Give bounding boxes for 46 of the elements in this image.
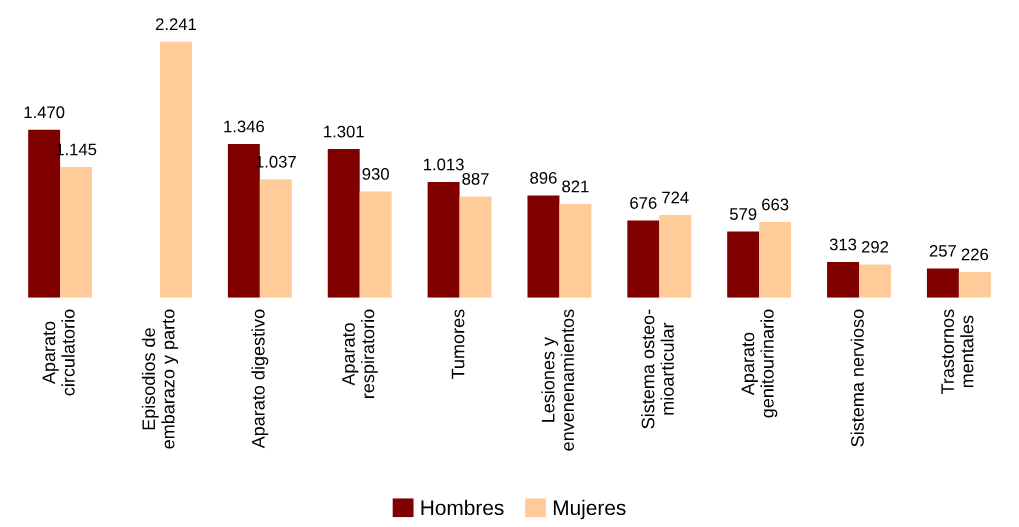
data-label: 887 bbox=[462, 172, 489, 185]
bar bbox=[527, 195, 560, 298]
data-label: 257 bbox=[929, 244, 956, 257]
bar bbox=[727, 231, 760, 298]
bar bbox=[659, 215, 692, 298]
data-label: 821 bbox=[562, 180, 589, 193]
bar bbox=[859, 264, 891, 298]
data-label: 676 bbox=[630, 197, 657, 209]
x-tick-label: Trastornos mentales bbox=[941, 309, 974, 395]
data-label: 1.301 bbox=[324, 125, 364, 138]
bar bbox=[926, 268, 959, 298]
data-label: 724 bbox=[662, 191, 689, 204]
bar bbox=[627, 220, 660, 298]
data-label: 1.470 bbox=[24, 106, 65, 119]
legend-label: Hombres bbox=[421, 499, 504, 516]
x-tick-label: Aparato digestivo bbox=[251, 309, 269, 449]
data-label: 663 bbox=[762, 198, 789, 211]
x-tick-label: Tumores bbox=[451, 309, 465, 380]
bar bbox=[60, 166, 93, 298]
data-label: 292 bbox=[861, 240, 889, 253]
data-label: 313 bbox=[829, 238, 857, 251]
data-label: 896 bbox=[530, 171, 557, 184]
data-label: 226 bbox=[961, 248, 989, 261]
bar bbox=[759, 222, 792, 298]
bar bbox=[327, 149, 360, 298]
bar bbox=[159, 41, 192, 298]
bar bbox=[958, 271, 991, 298]
x-tick-label: Aparato circulatorio bbox=[42, 309, 75, 396]
bar bbox=[559, 203, 592, 298]
x-tick-label: Aparato genitourinario bbox=[741, 309, 778, 418]
bar bbox=[827, 261, 860, 298]
legend-label: Mujeres bbox=[553, 499, 626, 520]
data-label: 930 bbox=[362, 168, 389, 180]
bar bbox=[259, 179, 292, 298]
data-label: 2.241 bbox=[155, 18, 196, 30]
x-tick-label: Lesiones y envenenamientos bbox=[541, 309, 574, 451]
data-label: 579 bbox=[729, 208, 757, 220]
x-tick-label: Episodios de embarazo y parto bbox=[141, 309, 179, 449]
bar bbox=[359, 191, 392, 298]
x-tick-label: Aparato respiratorio bbox=[342, 309, 378, 398]
bar bbox=[427, 182, 460, 298]
x-tick-label: Sistema osteo- mioarticular bbox=[641, 309, 674, 429]
x-tick-label: Sistema nervioso bbox=[850, 309, 864, 447]
data-label: 1.013 bbox=[424, 158, 464, 171]
data-label: 1.346 bbox=[224, 120, 264, 133]
bar bbox=[459, 196, 492, 298]
